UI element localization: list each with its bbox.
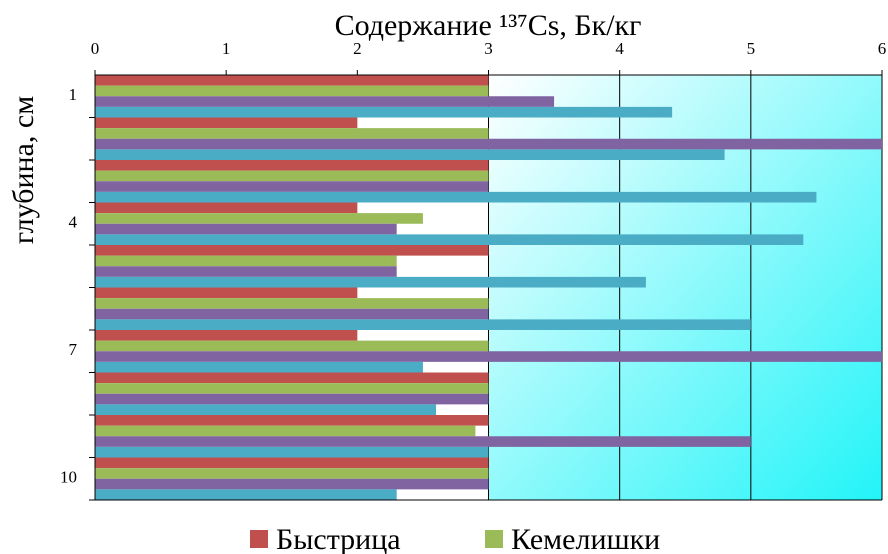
bar [95,425,476,437]
bar [95,191,817,203]
y-tick-label: 7 [69,340,78,359]
bar [95,234,804,245]
bar [95,117,358,129]
x-tick-label: 5 [747,39,756,58]
x-tick-label: 2 [353,39,362,58]
legend-label: Кемелишки [511,523,660,554]
bar [95,128,489,139]
bar [95,266,397,277]
bar [95,383,489,394]
y-tick-label: 1 [69,85,78,104]
bar [95,340,489,352]
bar [95,351,882,362]
bar [95,287,358,299]
bar [95,138,882,150]
x-tick-label: 0 [91,39,100,58]
bar [95,223,397,235]
bar [95,393,489,405]
chart-title: Содержание ¹³⁷Cs, Бк/кг [335,9,642,42]
legend-swatch [485,530,503,548]
bar [95,478,489,490]
y-tick-label: 10 [60,468,77,487]
y-axis-label: глубина, см [7,96,40,244]
bar [95,404,437,415]
bar [95,319,751,330]
bar [95,436,751,447]
bar [95,75,489,86]
bar [95,298,489,309]
bar [95,213,423,224]
bar [95,106,673,118]
bar [95,415,489,426]
bar [95,330,358,341]
bar [95,149,725,160]
x-tick-label: 4 [615,39,624,58]
x-tick-label: 3 [484,39,493,58]
bar [95,457,489,469]
bar [95,489,397,500]
axes: 0 1 2 3 4 5 6 1 4 7 10 [60,39,887,501]
bar [95,276,646,288]
legend-label: Быстрица [276,523,401,554]
bar [95,202,358,214]
bar [95,96,555,107]
legend-swatch [250,530,268,548]
bar [95,361,423,373]
bar [95,245,489,256]
bar [95,446,489,458]
bar [95,372,489,384]
bar [95,170,489,182]
y-tick-label: 4 [69,213,78,232]
bar [95,255,397,267]
x-tick-label: 1 [222,39,231,58]
bars [95,75,882,500]
x-tick-label: 6 [878,39,887,58]
bar [95,308,489,320]
bar [95,468,489,479]
bar [95,85,489,97]
bar [95,181,489,192]
bar [95,160,489,171]
